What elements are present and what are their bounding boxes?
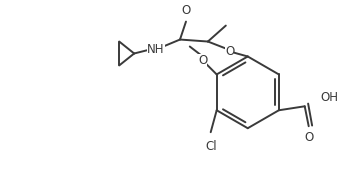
Text: O: O — [304, 131, 313, 144]
Text: Cl: Cl — [205, 140, 216, 153]
Text: O: O — [225, 45, 235, 58]
Text: OH: OH — [321, 91, 339, 104]
Text: NH: NH — [147, 43, 165, 56]
Text: O: O — [198, 54, 207, 67]
Text: O: O — [181, 4, 190, 17]
